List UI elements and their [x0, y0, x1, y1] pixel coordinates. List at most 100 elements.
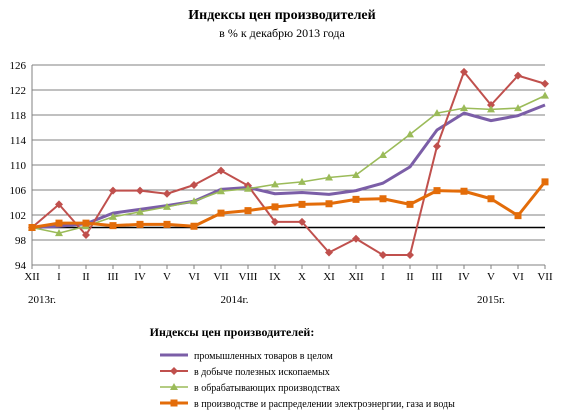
data-point: [352, 195, 360, 203]
data-point: [55, 229, 63, 237]
data-point: [325, 173, 333, 181]
data-point: [298, 200, 306, 208]
data-point: [460, 187, 468, 195]
data-point: [217, 187, 225, 195]
data-point: [406, 200, 414, 208]
data-point: [487, 105, 495, 113]
y-tick-label: 102: [10, 210, 27, 222]
y-tick-label: 94: [15, 260, 27, 272]
data-point: [170, 367, 178, 375]
x-tick-label: II: [82, 271, 90, 283]
x-tick-label: V: [487, 271, 495, 283]
legend-label: в добыче полезных ископаемых: [194, 367, 330, 378]
y-tick-label: 126: [10, 60, 27, 72]
data-point: [487, 101, 495, 109]
x-tick-label: IV: [458, 271, 470, 283]
data-point: [487, 195, 495, 203]
x-tick-label: I: [381, 271, 385, 283]
series-line: [31, 103, 546, 229]
x-tick-label: XII: [348, 271, 364, 283]
data-point: [271, 203, 279, 211]
data-point: [163, 202, 171, 210]
x-tick-label: VI: [512, 271, 524, 283]
data-point: [190, 181, 198, 189]
data-point: [352, 234, 360, 243]
year-label: 2015г.: [477, 294, 505, 306]
year-label: 2013г.: [28, 294, 56, 306]
data-point: [136, 186, 144, 195]
data-point: [460, 67, 468, 76]
data-point: [433, 109, 441, 117]
x-tick-label: VI: [188, 271, 200, 283]
data-point: [379, 151, 387, 158]
x-tick-label: VII: [213, 271, 229, 283]
data-point: [514, 212, 522, 220]
legend-label: в производстве и распределении электроэн…: [194, 399, 455, 410]
x-tick-label: III: [108, 271, 119, 283]
data-point: [82, 231, 90, 239]
data-point: [109, 186, 117, 195]
data-point: [170, 383, 178, 390]
data-point: [109, 222, 117, 230]
y-tick-label: 118: [10, 110, 27, 122]
data-point: [109, 212, 117, 220]
data-point: [514, 104, 522, 112]
data-point: [325, 248, 333, 257]
data-point: [541, 91, 549, 99]
data-point: [541, 178, 549, 186]
x-tick-label: IV: [134, 271, 146, 283]
data-point: [271, 180, 279, 188]
data-point: [244, 184, 252, 192]
data-point: [298, 177, 306, 185]
data-point: [541, 79, 549, 88]
data-point: [379, 251, 387, 259]
data-point: [190, 197, 198, 205]
data-point: [170, 399, 178, 407]
data-point: [217, 209, 225, 217]
data-point: [190, 222, 198, 230]
series-line: [31, 70, 546, 256]
x-tick-label: XII: [24, 271, 40, 283]
data-point: [406, 251, 414, 259]
x-tick-label: IX: [269, 271, 281, 283]
data-point: [352, 171, 360, 178]
x-tick-label: V: [163, 271, 171, 283]
y-tick-label: 106: [10, 185, 27, 197]
data-point: [55, 200, 63, 209]
data-point: [379, 195, 387, 203]
data-point: [163, 220, 171, 228]
data-point: [82, 219, 90, 227]
data-point: [136, 220, 144, 228]
data-point: [271, 217, 279, 226]
y-tick-label: 122: [10, 85, 27, 97]
year-label: 2014г.: [220, 294, 248, 306]
y-tick-label: 98: [15, 235, 27, 247]
legend-title: Индексы цен производителей:: [150, 325, 315, 339]
series-line: [31, 180, 547, 229]
data-point: [325, 200, 333, 208]
data-point: [28, 224, 36, 231]
data-point: [460, 104, 468, 112]
x-tick-label: I: [57, 271, 61, 283]
legend-label: промышленных товаров в целом: [194, 351, 334, 362]
y-tick-label: 114: [10, 135, 27, 147]
data-point: [298, 217, 306, 226]
data-point: [217, 166, 225, 175]
series-line: [31, 94, 546, 234]
data-point: [433, 142, 441, 151]
data-point: [514, 71, 522, 80]
x-tick-label: X: [298, 271, 306, 283]
data-point: [136, 207, 144, 215]
data-point: [244, 207, 252, 215]
chart-title: Индексы цен производителей: [188, 8, 376, 23]
x-tick-label: VIII: [239, 271, 258, 283]
data-point: [433, 187, 441, 195]
chart-subtitle: в % к декабрю 2013 года: [219, 26, 345, 40]
legend-label: в обрабатывающих производствах: [194, 383, 340, 394]
x-tick-label: XI: [323, 271, 335, 283]
x-tick-label: VII: [537, 271, 553, 283]
data-point: [406, 130, 414, 138]
x-tick-label: III: [432, 271, 443, 283]
x-tick-label: II: [406, 271, 414, 283]
